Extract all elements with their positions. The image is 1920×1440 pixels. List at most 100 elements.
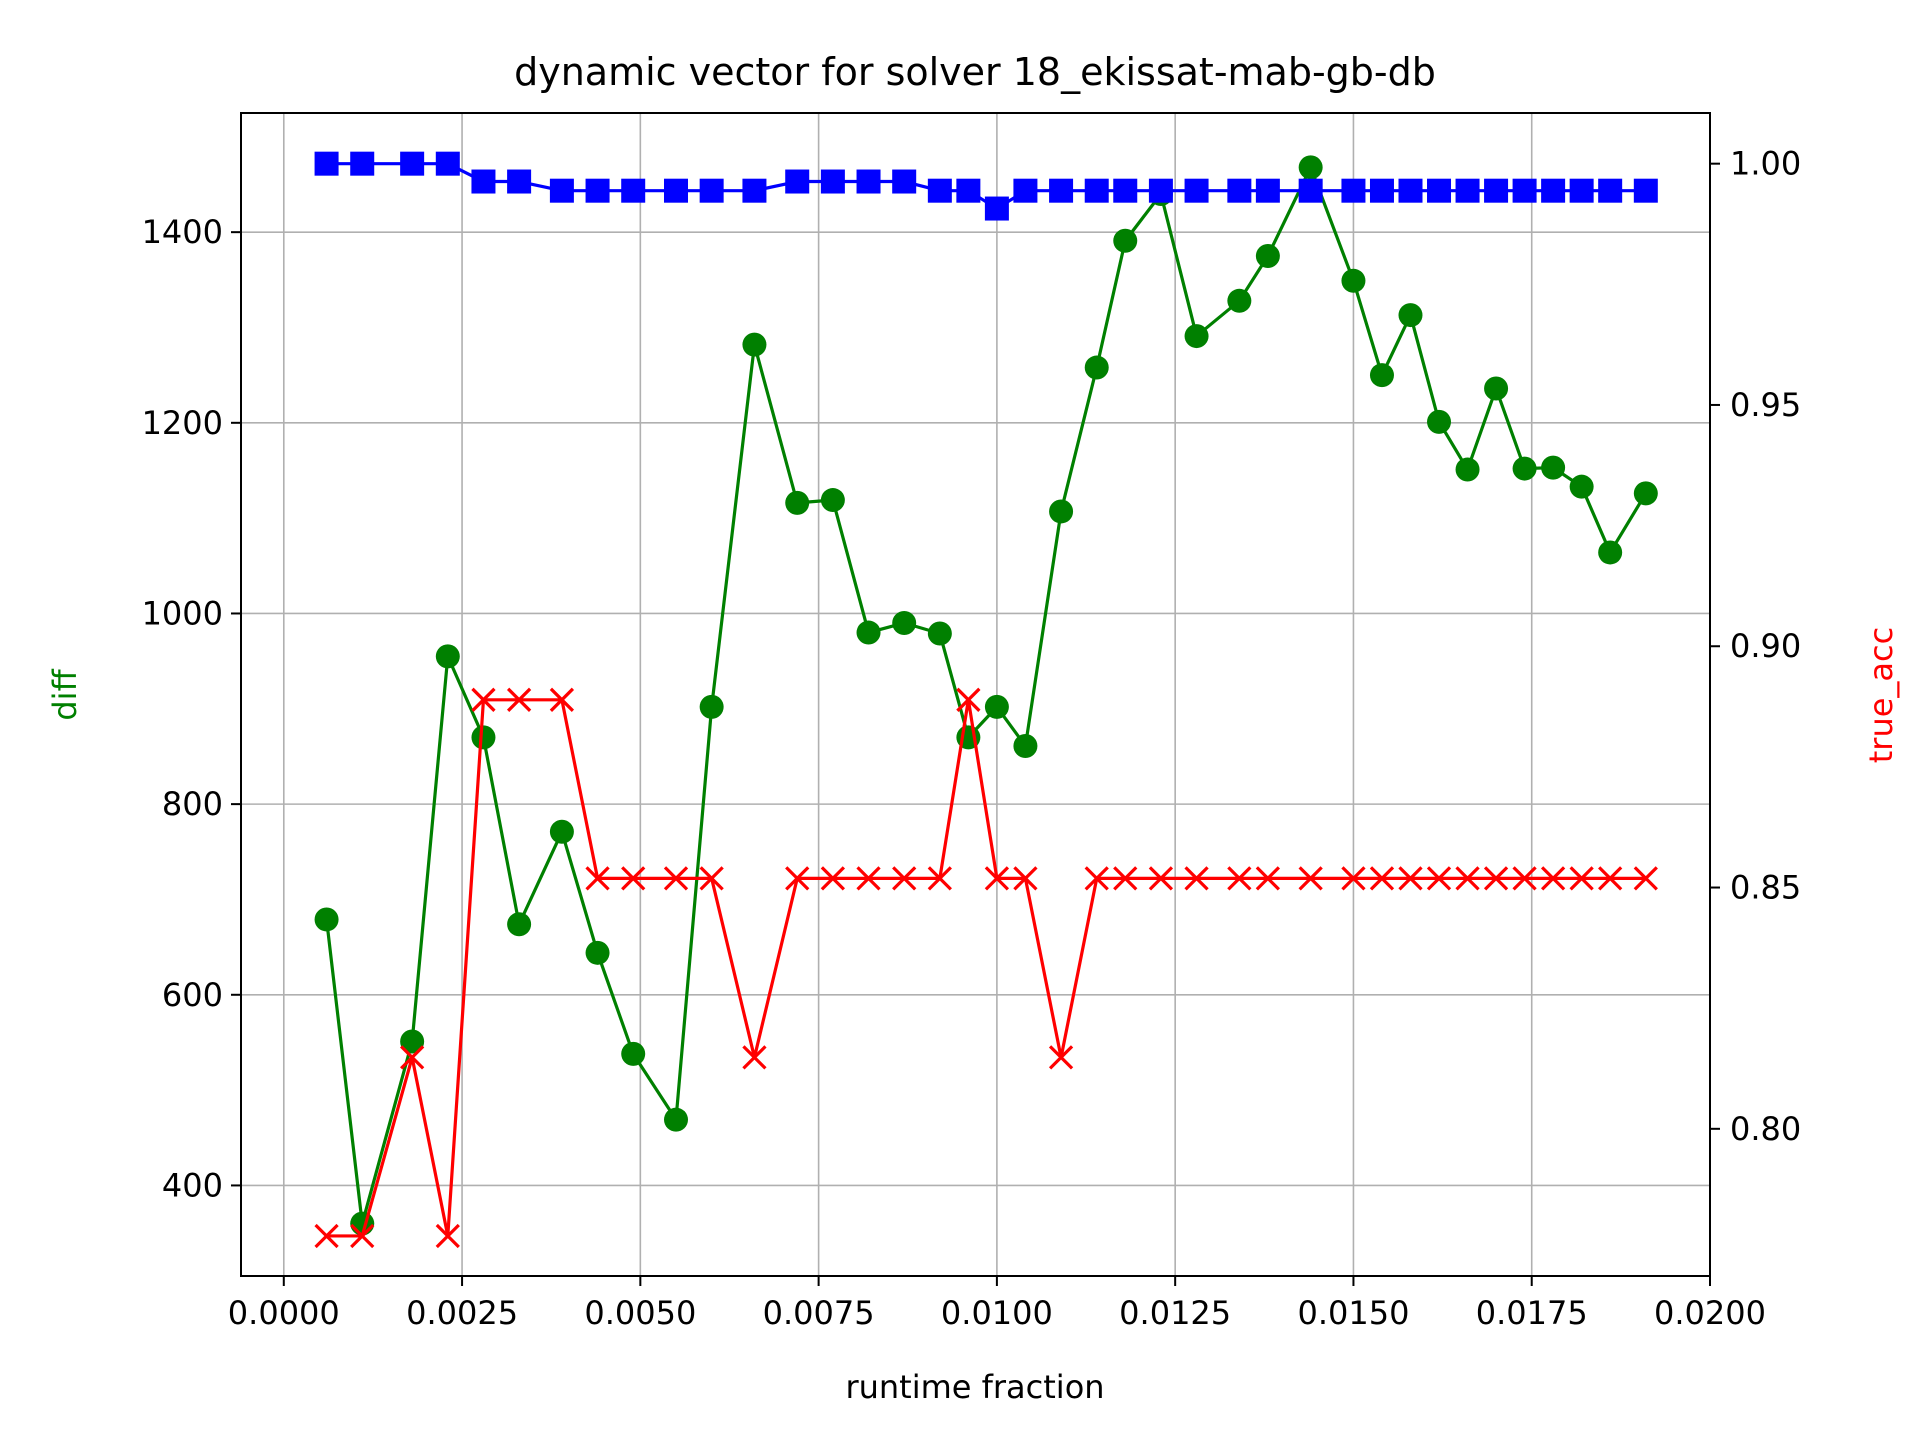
data-point — [1013, 733, 1038, 758]
data-point — [742, 1045, 767, 1070]
data-point — [314, 151, 339, 176]
x-tick-label: 0.0000 — [228, 1294, 340, 1332]
x-axis-label: runtime fraction — [845, 1368, 1104, 1406]
data-point — [927, 178, 952, 203]
x-tick-label: 0.0125 — [1119, 1294, 1231, 1332]
y-axis-left-label: diff — [46, 668, 84, 720]
data-point — [400, 1029, 425, 1054]
data-point — [984, 866, 1010, 891]
data-point — [856, 866, 881, 891]
x-tick-label: 0.0075 — [763, 1294, 875, 1332]
data-point — [1227, 288, 1252, 313]
data-point — [314, 907, 339, 932]
y-left-tick-label: 1000 — [142, 594, 223, 632]
data-point — [1512, 178, 1537, 203]
data-point — [507, 912, 532, 937]
data-point — [1369, 178, 1394, 203]
data-point — [856, 620, 881, 645]
y-left-tick-label: 1400 — [142, 213, 223, 251]
data-point — [1298, 178, 1323, 203]
data-point — [1540, 866, 1566, 891]
data-point — [471, 687, 496, 712]
data-point — [585, 178, 610, 203]
x-tick-label: 0.0200 — [1654, 1294, 1766, 1332]
data-point — [1341, 866, 1366, 891]
series-layer — [314, 151, 1658, 1249]
data-point — [1084, 355, 1109, 380]
data-point — [742, 178, 767, 203]
y-right-tick-label: 0.90 — [1730, 627, 1801, 665]
y-right-tick-label: 0.85 — [1730, 869, 1801, 907]
data-point — [1512, 456, 1537, 481]
data-point — [350, 1223, 375, 1249]
data-point — [1569, 866, 1594, 891]
data-point — [1541, 455, 1566, 480]
y-left-tick-label: 800 — [162, 785, 223, 823]
data-point — [820, 866, 846, 891]
series-x — [314, 687, 1658, 1249]
data-point — [585, 940, 610, 965]
data-point — [1013, 178, 1038, 203]
data-point — [1341, 268, 1366, 293]
data-point — [663, 1107, 688, 1132]
data-point — [400, 151, 425, 176]
data-point — [984, 694, 1009, 719]
data-point — [1369, 866, 1395, 891]
x-tick-label: 0.0175 — [1476, 1294, 1588, 1332]
data-point — [785, 866, 810, 891]
data-point — [1398, 866, 1423, 891]
data-point — [856, 169, 881, 194]
plot-frame — [240, 112, 1711, 1277]
data-point — [1184, 324, 1209, 349]
data-point — [1113, 178, 1138, 203]
y-left-tick-label: 400 — [162, 1166, 223, 1204]
x-tick-label: 0.0150 — [1297, 1294, 1409, 1332]
data-point — [1484, 376, 1509, 401]
data-point — [1049, 499, 1074, 524]
data-point — [820, 488, 845, 513]
data-point — [1113, 228, 1138, 253]
data-point — [820, 169, 845, 194]
data-point — [621, 1041, 646, 1066]
series-circle — [314, 155, 1658, 1236]
data-point — [1184, 178, 1209, 203]
data-point — [1483, 866, 1509, 891]
data-point — [1569, 474, 1594, 499]
data-point — [663, 866, 689, 891]
data-point — [699, 694, 724, 719]
x-tick-label: 0.0100 — [941, 1294, 1053, 1332]
data-point — [1455, 457, 1480, 482]
data-point — [699, 178, 724, 203]
data-point — [471, 725, 496, 750]
data-point — [506, 687, 532, 712]
data-point — [435, 644, 460, 669]
data-point — [1298, 866, 1323, 891]
data-point — [1484, 178, 1509, 203]
data-point — [1049, 178, 1074, 203]
data-point — [507, 169, 532, 194]
data-point — [1298, 155, 1323, 180]
data-point — [892, 611, 917, 636]
data-point — [1369, 363, 1394, 388]
data-point — [1048, 1045, 1074, 1070]
data-point — [956, 178, 981, 203]
data-point — [927, 866, 952, 891]
data-point — [471, 169, 496, 194]
chart-title: dynamic vector for solver 18_ekissat-mab… — [514, 50, 1436, 94]
data-point — [956, 687, 981, 712]
data-point — [892, 169, 917, 194]
data-point — [549, 178, 574, 203]
data-point — [1633, 481, 1658, 506]
y-right-tick-label: 1.00 — [1730, 145, 1801, 183]
data-point — [314, 1223, 339, 1249]
series-line — [326, 698, 1646, 1238]
data-point — [1084, 866, 1109, 891]
data-point — [1455, 178, 1480, 203]
data-point — [892, 866, 917, 891]
data-point — [1398, 303, 1423, 328]
data-point — [350, 151, 375, 176]
data-point — [1633, 178, 1658, 203]
x-tick-label: 0.0050 — [584, 1294, 696, 1332]
data-point — [400, 1045, 425, 1070]
